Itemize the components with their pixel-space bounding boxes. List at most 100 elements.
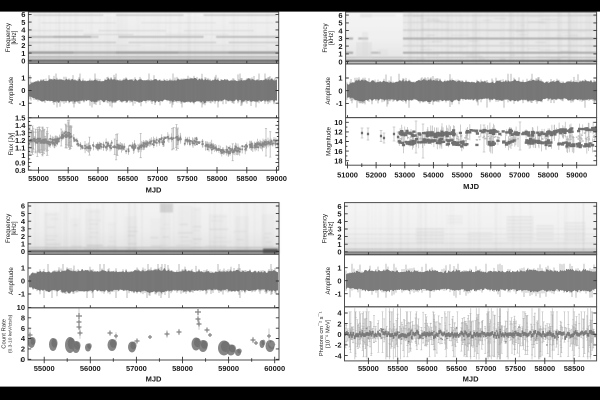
svg-text:0: 0 (337, 248, 341, 257)
svg-text:18: 18 (334, 156, 342, 165)
svg-text:Amplitude: Amplitude (8, 76, 15, 104)
svg-text:1.2: 1.2 (15, 136, 25, 145)
svg-text:57500: 57500 (177, 174, 198, 183)
svg-text:1: 1 (21, 151, 25, 160)
svg-text:56000: 56000 (417, 364, 438, 373)
svg-text:6: 6 (337, 202, 341, 211)
svg-text:59000: 59000 (266, 174, 287, 183)
svg-text:5: 5 (337, 210, 341, 219)
svg-text:1: 1 (21, 74, 25, 83)
svg-text:Frequency: Frequency (5, 213, 12, 243)
svg-text:6: 6 (338, 11, 342, 20)
svg-text:57500: 57500 (505, 364, 526, 373)
svg-text:MJD: MJD (463, 375, 479, 384)
svg-text:[kHz]: [kHz] (11, 221, 18, 235)
svg-text:2: 2 (21, 232, 25, 241)
svg-text:-2: -2 (335, 341, 342, 350)
svg-text:58000: 58000 (534, 364, 555, 373)
svg-text:1: 1 (21, 240, 25, 249)
svg-text:5: 5 (21, 209, 25, 218)
svg-text:2: 2 (337, 232, 341, 241)
svg-text:58500: 58500 (236, 174, 257, 183)
svg-text:MJD: MJD (146, 375, 162, 384)
svg-text:6: 6 (21, 202, 25, 211)
svg-text:0: 0 (338, 86, 342, 95)
svg-text:12: 12 (334, 128, 342, 137)
svg-text:3: 3 (21, 225, 25, 234)
svg-text:1: 1 (21, 49, 25, 58)
svg-text:MJD: MJD (146, 186, 162, 195)
svg-text:55000: 55000 (34, 364, 55, 373)
svg-text:57000: 57000 (147, 174, 168, 183)
svg-text:2: 2 (21, 41, 25, 50)
svg-text:Frequency: Frequency (322, 213, 329, 243)
svg-text:1: 1 (338, 74, 342, 83)
svg-text:Amplitude: Amplitude (8, 267, 15, 295)
svg-text:2: 2 (337, 319, 341, 328)
svg-text:57000: 57000 (126, 364, 147, 373)
svg-text:56500: 56500 (446, 364, 467, 373)
svg-text:4: 4 (21, 217, 26, 226)
svg-text:53000: 53000 (394, 170, 415, 179)
svg-text:Frequency: Frequency (322, 22, 329, 52)
svg-text:Count Rate: Count Rate (2, 318, 8, 349)
svg-text:10: 10 (334, 118, 342, 127)
svg-text:-4: -4 (335, 351, 342, 360)
svg-text:0: 0 (21, 57, 25, 66)
svg-text:54000: 54000 (423, 170, 444, 179)
svg-text:52000: 52000 (366, 170, 387, 179)
svg-text:8: 8 (21, 314, 25, 323)
svg-text:3: 3 (21, 33, 25, 42)
svg-text:4: 4 (337, 217, 342, 226)
svg-text:56000: 56000 (80, 364, 101, 373)
svg-text:2: 2 (21, 345, 25, 354)
svg-text:[10¯⁶ MeV]: [10¯⁶ MeV] (325, 319, 332, 348)
svg-text:0: 0 (21, 247, 25, 256)
svg-text:Frequency: Frequency (5, 22, 12, 52)
svg-text:-1: -1 (18, 290, 25, 299)
svg-text:0: 0 (337, 330, 341, 339)
svg-text:1.1: 1.1 (15, 143, 25, 152)
svg-text:MJD: MJD (463, 182, 479, 191)
svg-text:58000: 58000 (172, 364, 193, 373)
svg-text:58000: 58000 (207, 174, 228, 183)
svg-text:59000: 59000 (218, 364, 239, 373)
svg-text:57000: 57000 (509, 170, 530, 179)
svg-text:1.5: 1.5 (15, 114, 25, 123)
svg-text:[kHz]: [kHz] (328, 31, 335, 45)
svg-text:Photons cm¯² s¯¹: Photons cm¯² s¯¹ (318, 311, 325, 356)
svg-text:0: 0 (21, 86, 25, 95)
svg-text:55000: 55000 (358, 364, 379, 373)
svg-text:6: 6 (21, 10, 25, 19)
svg-text:1.3: 1.3 (15, 128, 25, 137)
svg-text:55000: 55000 (452, 170, 473, 179)
svg-text:6: 6 (21, 324, 25, 333)
svg-text:-1: -1 (19, 99, 26, 108)
svg-text:Amplitude: Amplitude (325, 76, 332, 104)
svg-text:4: 4 (21, 26, 26, 35)
svg-text:51000: 51000 (337, 170, 358, 179)
svg-text:14: 14 (334, 137, 343, 146)
svg-text:1: 1 (337, 263, 341, 272)
svg-text:3: 3 (337, 225, 341, 234)
svg-text:56000: 56000 (480, 170, 501, 179)
svg-text:0.8: 0.8 (15, 166, 25, 175)
svg-text:16: 16 (334, 147, 342, 156)
svg-text:1: 1 (21, 264, 25, 273)
svg-text:1.4: 1.4 (15, 121, 26, 130)
svg-text:-1: -1 (335, 289, 342, 298)
svg-text:5: 5 (338, 19, 342, 28)
svg-text:4: 4 (338, 26, 343, 35)
svg-text:[kHz]: [kHz] (11, 30, 18, 44)
svg-text:4: 4 (21, 334, 26, 343)
svg-text:0: 0 (21, 355, 25, 364)
svg-text:(0.3-10 keV/cts/s): (0.3-10 keV/cts/s) (8, 314, 14, 353)
svg-text:1: 1 (338, 50, 342, 59)
svg-text:0: 0 (337, 276, 341, 285)
svg-text:58000: 58000 (538, 170, 559, 179)
svg-text:5: 5 (21, 18, 25, 27)
svg-text:57000: 57000 (476, 364, 497, 373)
svg-text:1: 1 (337, 240, 341, 249)
svg-text:-1: -1 (336, 99, 343, 108)
svg-text:Amplitude: Amplitude (325, 266, 332, 294)
